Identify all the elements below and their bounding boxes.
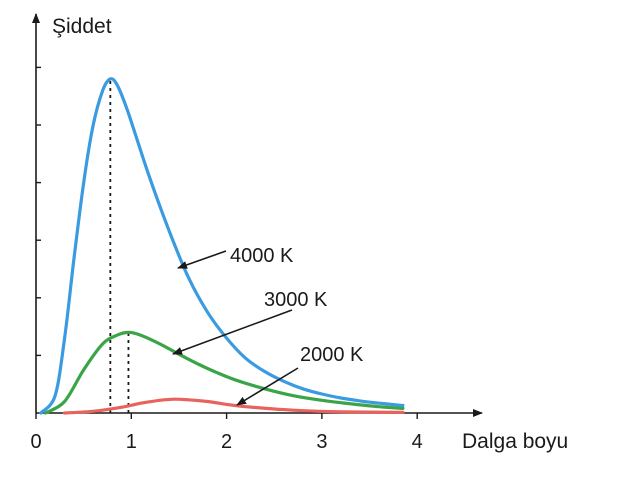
ticks: 0 1 2 3 4 bbox=[30, 66, 423, 453]
series-label: 2000 K bbox=[300, 344, 364, 366]
annotation-arrow bbox=[177, 250, 227, 269]
annotation-arrow bbox=[172, 309, 293, 355]
series-line bbox=[62, 397, 405, 415]
x-tick-label: 4 bbox=[412, 431, 423, 453]
x-axis-label: Dalga boyu bbox=[462, 430, 568, 453]
series-label: 3000 K bbox=[264, 289, 328, 311]
annotation-arrow bbox=[236, 367, 299, 406]
y-axis-label: Şiddet bbox=[52, 15, 112, 38]
series-line bbox=[43, 330, 405, 415]
peak-lines bbox=[109, 78, 130, 413]
axes bbox=[32, 13, 483, 417]
series-line bbox=[39, 77, 405, 415]
x-tick-label: 1 bbox=[126, 431, 137, 453]
curves bbox=[39, 77, 405, 415]
series-label: 4000 K bbox=[230, 245, 294, 267]
x-tick-label: 0 bbox=[30, 431, 41, 453]
x-tick-label: 2 bbox=[221, 431, 232, 453]
annotations: 4000 K 3000 K 2000 K bbox=[172, 245, 364, 406]
x-tick-label: 3 bbox=[316, 431, 327, 453]
